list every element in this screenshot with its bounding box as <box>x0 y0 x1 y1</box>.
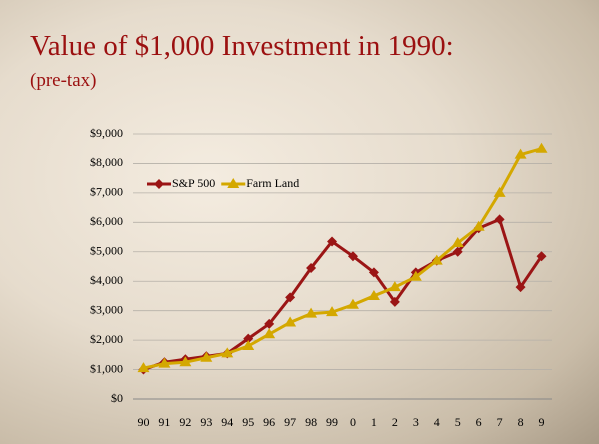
marker <box>367 289 380 300</box>
x-tick-label: 95 <box>242 415 254 429</box>
chart-subtitle: (pre-tax) <box>30 70 97 91</box>
x-tick-label: 2 <box>392 415 398 429</box>
legend-marker <box>154 179 164 189</box>
x-tick-label: 7 <box>497 415 503 429</box>
marker <box>347 251 358 262</box>
marker <box>285 292 296 303</box>
y-tick-label: $6,000 <box>90 214 123 228</box>
marker <box>514 148 527 159</box>
marker <box>306 262 317 273</box>
x-tick-label: 3 <box>413 415 419 429</box>
marker <box>284 316 297 327</box>
y-tick-label: $3,000 <box>90 302 123 316</box>
marker <box>494 214 505 225</box>
marker <box>452 246 463 257</box>
series-line <box>142 217 543 371</box>
marker <box>388 281 401 292</box>
x-tick-label: 90 <box>137 415 149 429</box>
x-tick-label: 6 <box>476 415 482 429</box>
x-tick-label: 91 <box>158 415 170 429</box>
y-tick-label: $8,000 <box>90 155 123 169</box>
marker <box>451 236 464 247</box>
marker <box>137 362 150 373</box>
y-tick-label: $1,000 <box>90 361 123 375</box>
x-tick-label: 98 <box>305 415 317 429</box>
marker <box>430 254 443 265</box>
marker <box>221 347 234 358</box>
marker <box>346 298 359 309</box>
y-tick-label: $2,000 <box>90 332 123 346</box>
x-tick-label: 93 <box>200 415 212 429</box>
y-tick-label: $5,000 <box>90 244 123 258</box>
legend-marker <box>227 178 240 188</box>
marker <box>200 351 213 362</box>
x-tick-label: 94 <box>221 415 233 429</box>
marker <box>472 220 485 231</box>
marker <box>158 357 171 368</box>
marker <box>327 236 338 247</box>
x-tick-label: 4 <box>434 415 440 429</box>
x-tick-label: 9 <box>539 415 545 429</box>
x-tick-label: 5 <box>455 415 461 429</box>
marker <box>389 296 400 307</box>
marker <box>243 333 254 344</box>
y-tick-label: $4,000 <box>90 273 123 287</box>
marker <box>305 307 318 318</box>
marker <box>326 306 339 317</box>
legend-label: S&P 500 <box>172 176 215 190</box>
marker <box>263 328 276 339</box>
y-tick-label: $7,000 <box>90 185 123 199</box>
marker <box>535 142 548 153</box>
chart-title: Value of $1,000 Investment in 1990: <box>30 30 454 62</box>
x-tick-label: 1 <box>371 415 377 429</box>
x-tick-label: 92 <box>179 415 191 429</box>
marker <box>368 267 379 278</box>
marker <box>515 282 526 293</box>
legend-label: Farm Land <box>246 176 299 190</box>
x-tick-label: 0 <box>350 415 356 429</box>
marker <box>179 356 192 367</box>
marker <box>536 251 547 262</box>
marker <box>264 318 275 329</box>
x-tick-label: 99 <box>326 415 338 429</box>
marker <box>242 340 255 350</box>
x-tick-label: 8 <box>518 415 524 429</box>
x-tick-label: 97 <box>284 415 296 429</box>
y-tick-label: $9,000 <box>90 126 123 140</box>
y-tick-label: $0 <box>111 391 123 405</box>
x-tick-label: 96 <box>263 415 275 429</box>
marker <box>493 186 506 197</box>
marker <box>409 270 422 281</box>
